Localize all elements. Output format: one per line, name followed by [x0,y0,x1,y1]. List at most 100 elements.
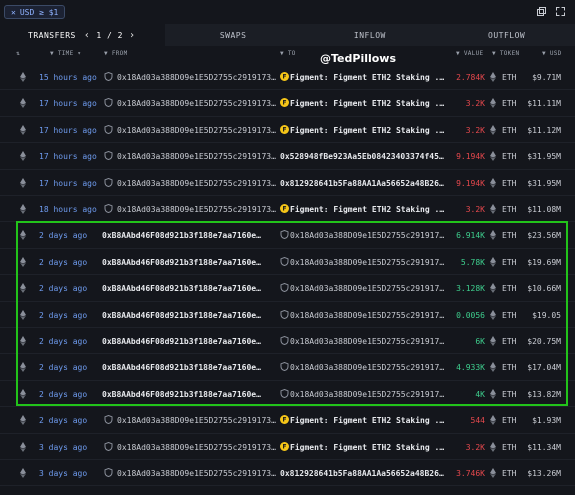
tab-outflow[interactable]: OUTFLOW [438,24,575,46]
table-row[interactable]: 3 days ago 0x18Ad03a388D09e1E5D2755c29191… [0,434,575,460]
token-symbol: ETH [502,284,517,294]
eth-token-icon [490,283,496,294]
time-link[interactable]: 2 days ago [39,389,88,399]
from-address[interactable]: 0xB8AAbd46F08d921b3f188e7aa7160e061b... [102,257,262,267]
column-time[interactable]: ▼ TIME ▾ [50,50,82,57]
table-row[interactable]: 2 days ago 0xB8AAbd46F08d921b3f188e7aa716… [0,302,575,328]
table-row[interactable]: 3 days ago 0x18Ad03a388D09e1E5D2755c29191… [0,460,575,487]
shield-icon [104,124,113,134]
eth-token-icon [490,415,496,426]
tab-transfers[interactable]: TRANSFERS ‹ 1 / 2 › [0,24,165,46]
usd-filter-chip[interactable]: ✕ USD ≥ $1 [4,5,66,19]
to-address[interactable]: 0x18Ad03a388D09e1E5D2755c29191733... [290,389,448,399]
column-from[interactable]: ▼ FROM [104,50,128,57]
time-link[interactable]: 15 hours ago [39,73,97,82]
time-link[interactable]: 3 days ago [39,469,88,478]
chevron-right-icon[interactable]: › [128,29,136,41]
column-usd[interactable]: ▼ USD [542,50,562,57]
table-row[interactable]: 15 hours ago 0x18Ad03a388D09e1E5D2755c291… [0,64,575,91]
time-link[interactable]: 2 days ago [39,363,88,373]
to-address[interactable]: 0x18Ad03a388D09e1E5D2755c29191733... [290,310,448,320]
table-row[interactable]: 17 hours ago 0x18Ad03a388D09e1E5D2755c291… [0,90,575,117]
value: 4K [475,389,485,399]
table-row[interactable]: 18 hours ago 0x18Ad03a388D09e1E5D2755c291… [0,196,575,223]
to-address[interactable]: 0x812928641b5Fa88AA1Aa56652a48B2683b... [280,469,448,478]
table-row[interactable]: 2 days ago 0xB8AAbd46F08d921b3f188e7aa716… [0,381,575,408]
to-address[interactable]: Figment: Figment ETH2 Staking ... [290,73,448,82]
from-address[interactable]: 0xB8AAbd46F08d921b3f188e7aa7160e061b... [102,284,262,294]
from-address[interactable]: 0x18Ad03a388D09e1E5D2755c29191733... [117,99,277,109]
table-row[interactable]: 17 hours ago 0x18Ad03a388D09e1E5D2755c291… [0,117,575,144]
pagination: ‹ 1 / 2 › [84,30,136,41]
time-link[interactable]: 3 days ago [39,442,88,452]
to-address[interactable]: 0x18Ad03a388D09e1E5D2755c29191733... [290,284,448,294]
from-address[interactable]: 0xB8AAbd46F08d921b3f188e7aa7160e061b... [102,363,262,373]
token-symbol: ETH [502,337,517,346]
table-row[interactable]: 17 hours ago 0x18Ad03a388D09e1E5D2755c291… [0,170,575,196]
column-token[interactable]: ▼ TOKEN [492,50,520,57]
from-address[interactable]: 0xB8AAbd46F08d921b3f188e7aa7160e061b... [102,337,262,346]
eth-token-icon [490,256,496,267]
to-address[interactable]: 0x18Ad03a388D09e1E5D2755c29191733... [290,337,448,346]
to-address[interactable]: Figment: Figment ETH2 Staking ... [290,416,448,426]
from-address[interactable]: 0x18Ad03a388D09e1E5D2755c29191733... [117,178,277,188]
svg-text:F: F [282,126,286,133]
eth-icon [20,283,26,294]
table-row[interactable]: 2 days ago 0x18Ad03a388D09e1E5D2755c29191… [0,407,575,434]
time-link[interactable]: 2 days ago [39,257,88,267]
to-address[interactable]: 0x18Ad03a388D09e1E5D2755c29191733... [290,363,448,373]
sort-icon[interactable]: ⇅ [16,50,20,57]
to-address[interactable]: 0x812928641b5Fa88AA1Aa56652a48B2683b... [280,178,448,188]
token-symbol: ETH [502,178,517,188]
column-value[interactable]: ▼ VALUE [456,50,484,57]
table-row[interactable]: 2 days ago 0xB8AAbd46F08d921b3f188e7aa716… [0,275,575,302]
time-link[interactable]: 2 days ago [39,231,88,241]
to-address[interactable]: 0x528948fBe923Aa5Eb08423403374f45D4... [280,152,448,162]
time-link[interactable]: 17 hours ago [39,125,97,135]
to-address[interactable]: Figment: Figment ETH2 Staking ... [290,125,448,135]
time-link[interactable]: 17 hours ago [39,152,97,162]
time-link[interactable]: 17 hours ago [39,99,97,109]
to-address[interactable]: 0x18Ad03a388D09e1E5D2755c29191733... [290,231,448,241]
to-address[interactable]: 0x18Ad03a388D09e1E5D2755c29191733... [290,257,448,267]
usd-value: $11.34M [527,442,561,452]
from-address[interactable]: 0x18Ad03a388D09e1E5D2755c29191733... [117,125,277,135]
shield-icon [104,98,113,108]
time-link[interactable]: 2 days ago [39,337,88,346]
column-to[interactable]: ▼ TO [280,50,296,57]
page-indicator: 1 / 2 [96,30,123,40]
time-link[interactable]: 18 hours ago [39,205,97,214]
from-address[interactable]: 0x18Ad03a388D09e1E5D2755c29191733... [117,416,277,426]
from-address[interactable]: 0x18Ad03a388D09e1E5D2755c29191733... [117,469,277,478]
table-row[interactable]: 17 hours ago 0x18Ad03a388D09e1E5D2755c291… [0,143,575,170]
eth-token-icon [490,441,496,452]
time-link[interactable]: 2 days ago [39,310,88,320]
expand-icon[interactable] [556,7,565,16]
time-link[interactable]: 2 days ago [39,284,88,294]
time-link[interactable]: 17 hours ago [39,178,97,188]
to-address[interactable]: Figment: Figment ETH2 Staking ... [290,442,448,452]
tab-inflow[interactable]: INFLOW [301,24,439,46]
from-address[interactable]: 0x18Ad03a388D09e1E5D2755c29191733... [117,152,277,162]
tab-swaps[interactable]: SWAPS [164,24,302,46]
usd-value: $31.95M [527,152,561,162]
close-icon[interactable]: ✕ [11,7,16,17]
eth-icon [20,151,26,162]
eth-token-icon [490,204,496,214]
copy-icon[interactable] [537,7,546,16]
table-row[interactable]: 2 days ago 0xB8AAbd46F08d921b3f188e7aa716… [0,249,575,276]
time-link[interactable]: 2 days ago [39,416,88,426]
to-address[interactable]: Figment: Figment ETH2 Staking ... [290,99,448,109]
from-address[interactable]: 0xB8AAbd46F08d921b3f188e7aa7160e061b... [102,389,262,399]
from-address[interactable]: 0x18Ad03a388D09e1E5D2755c29191733... [117,73,277,82]
table-row[interactable]: 2 days ago 0xB8AAbd46F08d921b3f188e7aa716… [0,328,575,355]
chevron-left-icon[interactable]: ‹ [83,29,91,41]
token-symbol: ETH [502,152,517,162]
from-address[interactable]: 0xB8AAbd46F08d921b3f188e7aa7160e061b... [102,231,262,241]
table-row[interactable]: 2 days ago 0xB8AAbd46F08d921b3f188e7aa716… [0,354,575,381]
from-address[interactable]: 0x18Ad03a388D09e1E5D2755c29191733... [117,205,277,214]
from-address[interactable]: 0xB8AAbd46F08d921b3f188e7aa7160e061b... [102,310,262,320]
table-row[interactable]: 2 days ago 0xB8AAbd46F08d921b3f188e7aa716… [0,222,575,249]
from-address[interactable]: 0x18Ad03a388D09e1E5D2755c29191733... [117,442,277,452]
to-address[interactable]: Figment: Figment ETH2 Staking ... [290,205,448,214]
